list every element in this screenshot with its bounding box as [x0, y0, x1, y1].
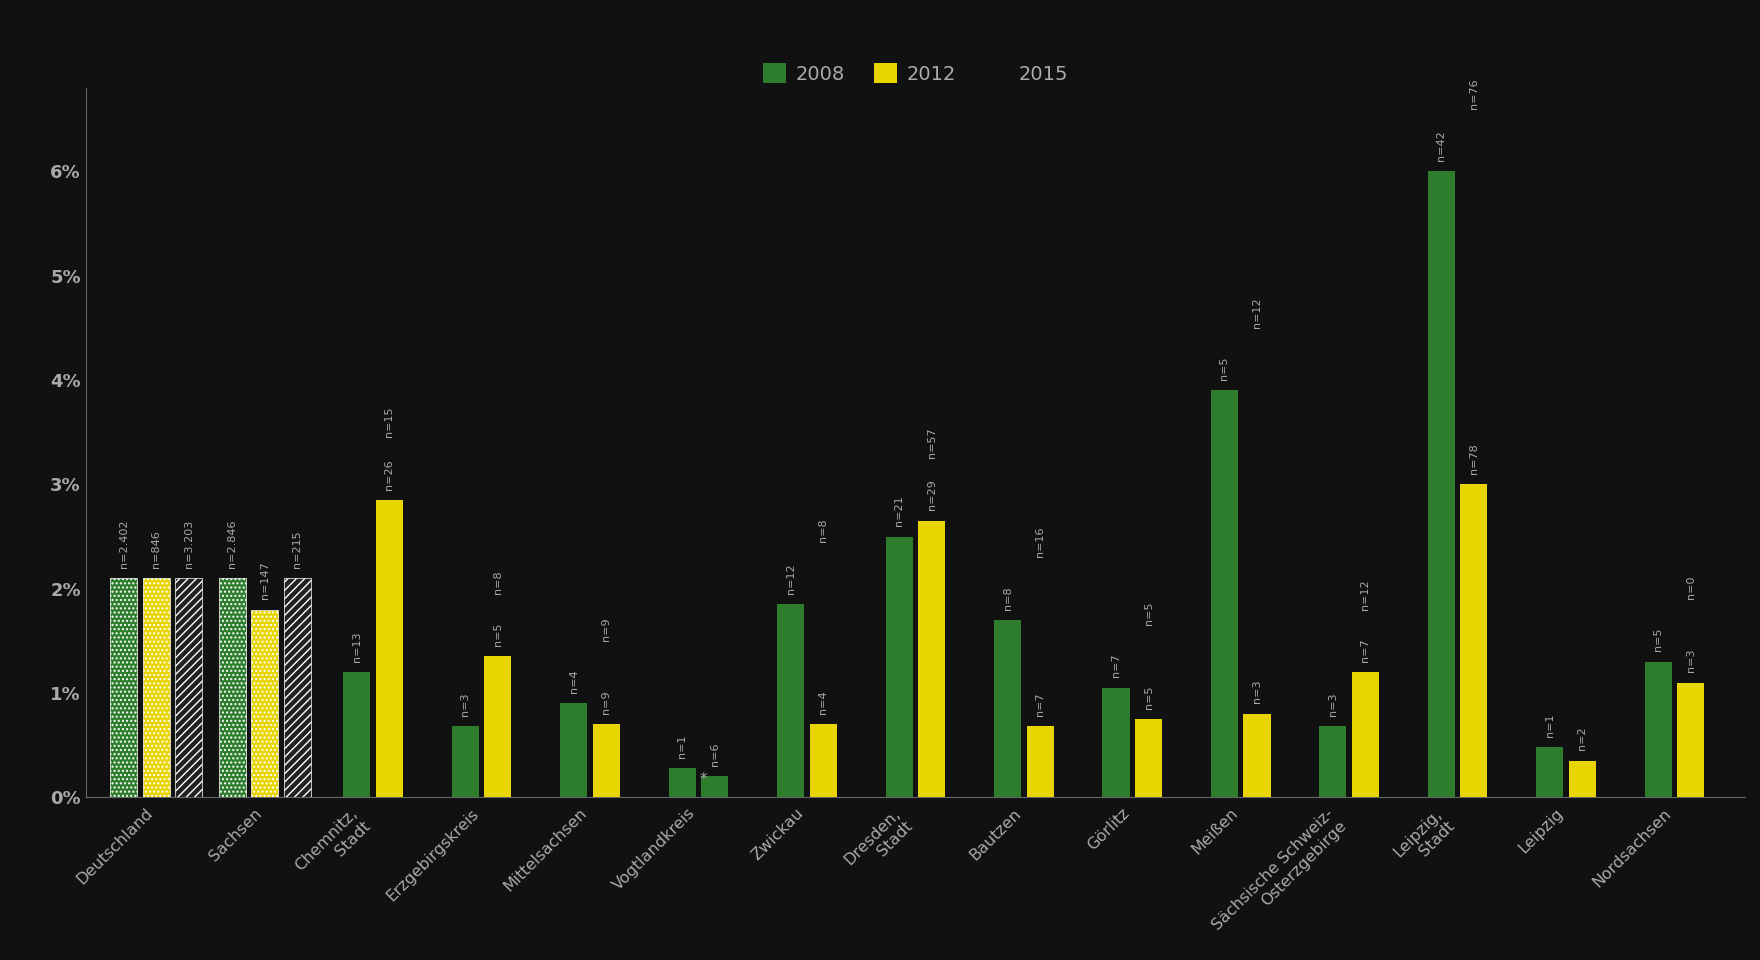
Bar: [1211, 391, 1237, 797]
Text: n=1: n=1: [678, 734, 686, 757]
Bar: [343, 672, 370, 797]
Legend: 2008, 2012, 2015: 2008, 2012, 2015: [755, 55, 1075, 91]
Text: n=3: n=3: [1251, 680, 1262, 704]
Bar: [484, 657, 512, 797]
Bar: [252, 610, 278, 797]
Bar: [1320, 727, 1346, 797]
Text: n=3: n=3: [1686, 649, 1697, 672]
Text: n=5: n=5: [1653, 628, 1663, 651]
Bar: [919, 521, 945, 797]
Text: n=21: n=21: [894, 495, 905, 526]
Text: n=2: n=2: [1577, 727, 1588, 751]
Bar: [1026, 727, 1054, 797]
Text: n=3: n=3: [1327, 692, 1338, 716]
Text: n=1: n=1: [1545, 713, 1554, 736]
Text: n=846: n=846: [151, 530, 162, 567]
Text: n=5: n=5: [1220, 356, 1230, 380]
Bar: [1102, 687, 1130, 797]
Text: n=215: n=215: [292, 530, 303, 567]
Text: n=15: n=15: [384, 407, 394, 438]
Text: n=29: n=29: [926, 480, 936, 511]
Text: n=12: n=12: [785, 564, 796, 594]
Text: n=8: n=8: [818, 518, 829, 541]
Bar: [1461, 485, 1487, 797]
Text: n=12: n=12: [1360, 579, 1371, 610]
Text: n=7: n=7: [1035, 692, 1045, 716]
Text: n=4: n=4: [818, 690, 829, 714]
Text: n=3: n=3: [461, 692, 470, 716]
Bar: [218, 578, 246, 797]
Text: n=0: n=0: [1686, 576, 1697, 599]
Bar: [1135, 719, 1162, 797]
Text: n=13: n=13: [352, 631, 363, 661]
Bar: [885, 537, 913, 797]
Text: n=26: n=26: [384, 459, 394, 490]
Bar: [1644, 661, 1672, 797]
Text: n=76: n=76: [1470, 79, 1478, 108]
Bar: [1536, 747, 1563, 797]
Text: n=2.846: n=2.846: [227, 519, 238, 567]
Bar: [111, 578, 137, 797]
Text: n=6: n=6: [709, 742, 720, 766]
Text: n=9: n=9: [602, 690, 611, 714]
Bar: [810, 724, 836, 797]
Bar: [593, 724, 620, 797]
Text: n=8: n=8: [1003, 586, 1012, 610]
Text: n=8: n=8: [493, 570, 503, 594]
Bar: [377, 500, 403, 797]
Text: n=7: n=7: [1111, 654, 1121, 678]
Bar: [143, 578, 169, 797]
Text: n=5: n=5: [1144, 685, 1153, 708]
Text: n=12: n=12: [1251, 298, 1262, 328]
Bar: [669, 768, 695, 797]
Text: n=78: n=78: [1470, 444, 1478, 474]
Bar: [1568, 760, 1596, 797]
Text: n=7: n=7: [1360, 638, 1371, 661]
Text: *: *: [700, 772, 708, 787]
Bar: [560, 704, 588, 797]
Text: n=16: n=16: [1035, 527, 1045, 558]
Text: n=5: n=5: [1144, 602, 1153, 625]
Bar: [452, 727, 479, 797]
Bar: [176, 578, 202, 797]
Bar: [283, 578, 312, 797]
Text: n=3.203: n=3.203: [183, 519, 194, 567]
Text: n=147: n=147: [260, 562, 269, 599]
Bar: [1243, 714, 1271, 797]
Bar: [1352, 672, 1380, 797]
Bar: [1677, 683, 1704, 797]
Bar: [1427, 172, 1456, 797]
Text: n=42: n=42: [1436, 131, 1447, 161]
Bar: [778, 604, 804, 797]
Text: n=5: n=5: [493, 622, 503, 646]
Text: n=2.402: n=2.402: [118, 519, 128, 567]
Text: n=9: n=9: [602, 617, 611, 641]
Text: n=4: n=4: [568, 669, 579, 693]
Bar: [994, 620, 1021, 797]
Bar: [700, 777, 729, 797]
Text: n=57: n=57: [926, 427, 936, 458]
